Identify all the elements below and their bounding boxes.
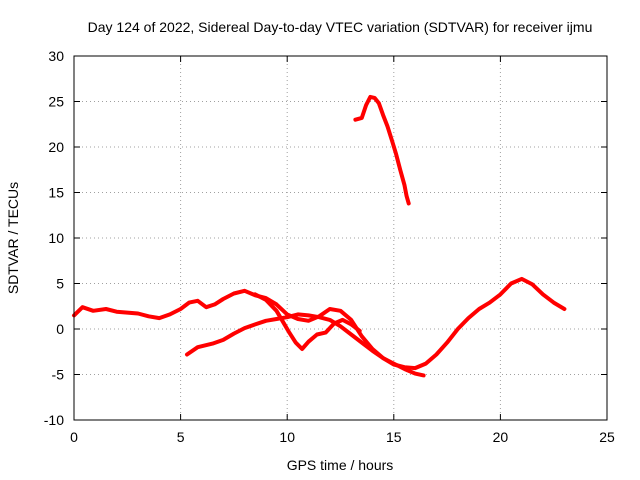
y-tick-label: -5 [52, 367, 65, 383]
x-tick-label: 10 [279, 429, 295, 445]
y-axis-label: SDTVAR / TECUs [5, 182, 21, 294]
data-series [72, 94, 567, 378]
y-tick-label: 0 [56, 321, 64, 337]
y-tick-label: 10 [48, 230, 64, 246]
x-tick-label: 15 [386, 429, 402, 445]
series-side-band [253, 292, 362, 351]
y-tick-label: -10 [44, 412, 64, 428]
axis-ticks [73, 55, 608, 421]
y-tick-label: 30 [48, 48, 64, 64]
series-lower-band [185, 312, 426, 378]
x-axis-label: GPS time / hours [287, 457, 394, 473]
y-tick-labels: -10 -5 0 5 10 15 20 25 30 [44, 48, 64, 428]
plot-frame [73, 55, 608, 421]
series-spike-arc [353, 94, 411, 206]
y-tick-label: 15 [48, 185, 64, 201]
series-main-band [72, 276, 567, 371]
y-tick-label: 25 [48, 94, 64, 110]
x-tick-label: 5 [177, 429, 185, 445]
x-tick-label: 20 [493, 429, 509, 445]
x-tick-label: 0 [70, 429, 78, 445]
y-tick-label: 5 [56, 276, 64, 292]
x-tick-label: 25 [599, 429, 615, 445]
x-tick-labels: 0 5 10 15 20 25 [70, 429, 615, 445]
chart-title: Day 124 of 2022, Sidereal Day-to-day VTE… [88, 19, 593, 35]
y-tick-label: 20 [48, 139, 64, 155]
grid-lines [74, 56, 607, 420]
